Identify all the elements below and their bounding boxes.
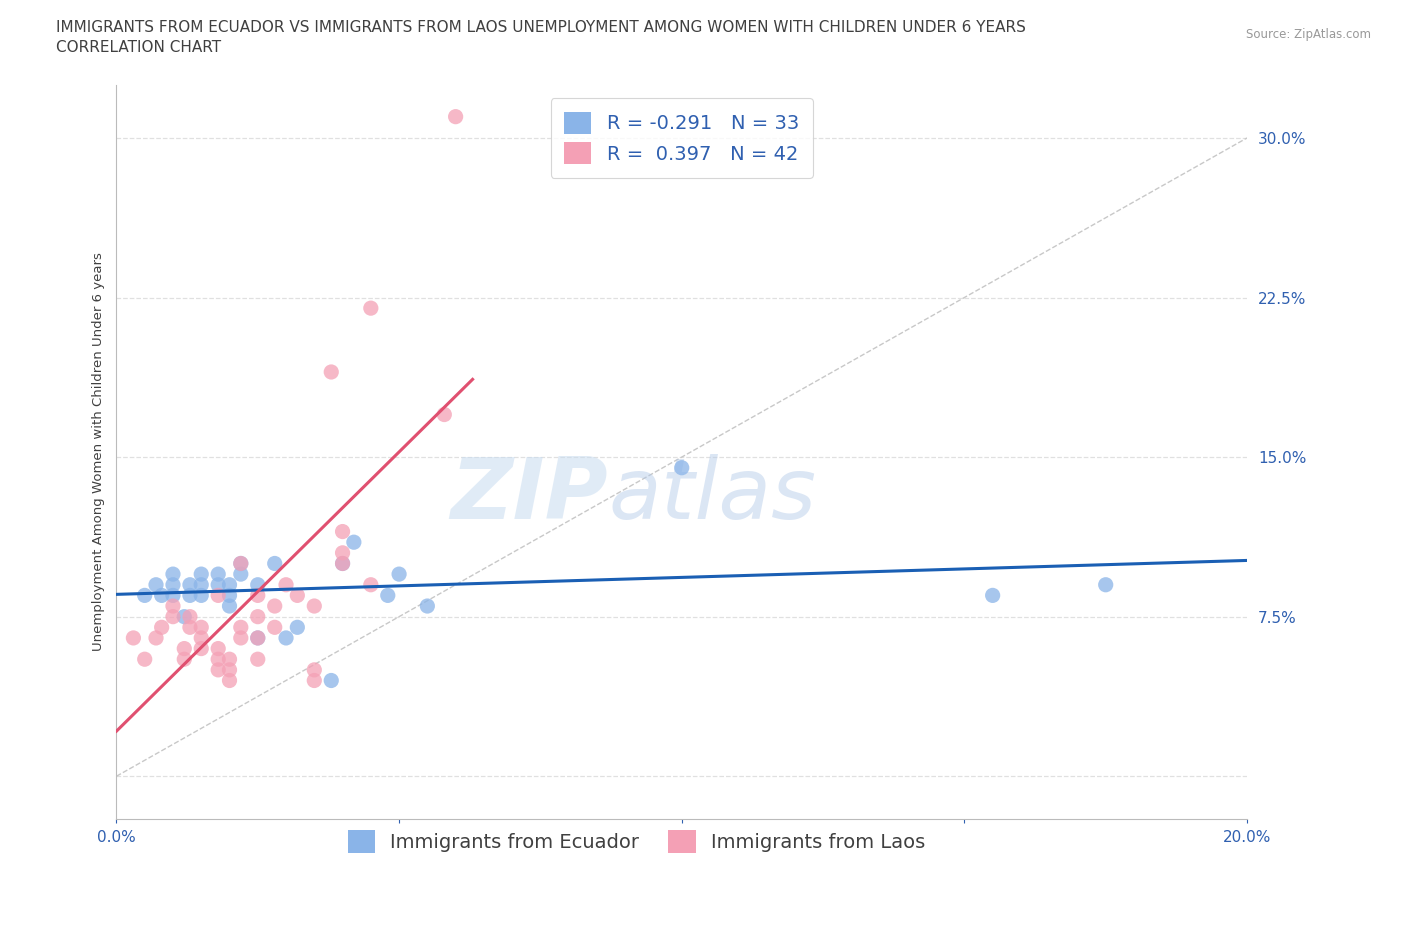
Point	[246, 652, 269, 667]
Point	[134, 588, 156, 603]
Point	[360, 300, 382, 315]
Point	[332, 556, 354, 571]
Point	[190, 631, 212, 645]
Point	[218, 599, 240, 614]
Point	[246, 609, 269, 624]
Text: ZIP: ZIP	[450, 455, 609, 538]
Point	[190, 588, 212, 603]
Point	[122, 631, 145, 645]
Point	[332, 556, 354, 571]
Point	[150, 620, 173, 635]
Point	[190, 641, 212, 656]
Text: Source: ZipAtlas.com: Source: ZipAtlas.com	[1246, 28, 1371, 41]
Point	[218, 673, 240, 688]
Point	[218, 652, 240, 667]
Point	[1094, 578, 1116, 592]
Point	[207, 578, 229, 592]
Point	[150, 588, 173, 603]
Point	[274, 631, 297, 645]
Point	[360, 578, 382, 592]
Point	[304, 662, 326, 677]
Point	[274, 578, 297, 592]
Point	[179, 588, 201, 603]
Point	[207, 641, 229, 656]
Point	[218, 662, 240, 677]
Point	[173, 609, 195, 624]
Point	[263, 556, 285, 571]
Point	[162, 599, 184, 614]
Text: CORRELATION CHART: CORRELATION CHART	[56, 40, 221, 55]
Legend: Immigrants from Ecuador, Immigrants from Laos: Immigrants from Ecuador, Immigrants from…	[340, 822, 934, 860]
Point	[207, 662, 229, 677]
Point	[207, 566, 229, 581]
Point	[285, 588, 308, 603]
Point	[671, 460, 693, 475]
Point	[304, 599, 326, 614]
Text: atlas: atlas	[609, 455, 817, 538]
Point	[263, 620, 285, 635]
Y-axis label: Unemployment Among Women with Children Under 6 years: Unemployment Among Women with Children U…	[93, 252, 105, 651]
Point	[162, 609, 184, 624]
Point	[263, 599, 285, 614]
Point	[332, 525, 354, 539]
Point	[246, 631, 269, 645]
Point	[332, 545, 354, 560]
Point	[321, 365, 343, 379]
Point	[444, 109, 467, 124]
Point	[179, 609, 201, 624]
Point	[207, 588, 229, 603]
Point	[377, 588, 399, 603]
Point	[145, 578, 167, 592]
Point	[246, 631, 269, 645]
Point	[162, 588, 184, 603]
Point	[162, 566, 184, 581]
Point	[218, 588, 240, 603]
Point	[321, 673, 343, 688]
Point	[134, 652, 156, 667]
Point	[229, 566, 252, 581]
Point	[190, 578, 212, 592]
Point	[246, 578, 269, 592]
Point	[179, 620, 201, 635]
Point	[416, 599, 439, 614]
Point	[162, 578, 184, 592]
Point	[207, 652, 229, 667]
Point	[229, 556, 252, 571]
Point	[218, 578, 240, 592]
Point	[388, 566, 411, 581]
Text: IMMIGRANTS FROM ECUADOR VS IMMIGRANTS FROM LAOS UNEMPLOYMENT AMONG WOMEN WITH CH: IMMIGRANTS FROM ECUADOR VS IMMIGRANTS FR…	[56, 20, 1026, 35]
Point	[179, 578, 201, 592]
Point	[173, 641, 195, 656]
Point	[229, 631, 252, 645]
Point	[246, 588, 269, 603]
Point	[285, 620, 308, 635]
Point	[145, 631, 167, 645]
Point	[229, 556, 252, 571]
Point	[190, 620, 212, 635]
Point	[433, 407, 456, 422]
Point	[343, 535, 366, 550]
Point	[981, 588, 1004, 603]
Point	[173, 652, 195, 667]
Point	[190, 566, 212, 581]
Point	[229, 620, 252, 635]
Point	[304, 673, 326, 688]
